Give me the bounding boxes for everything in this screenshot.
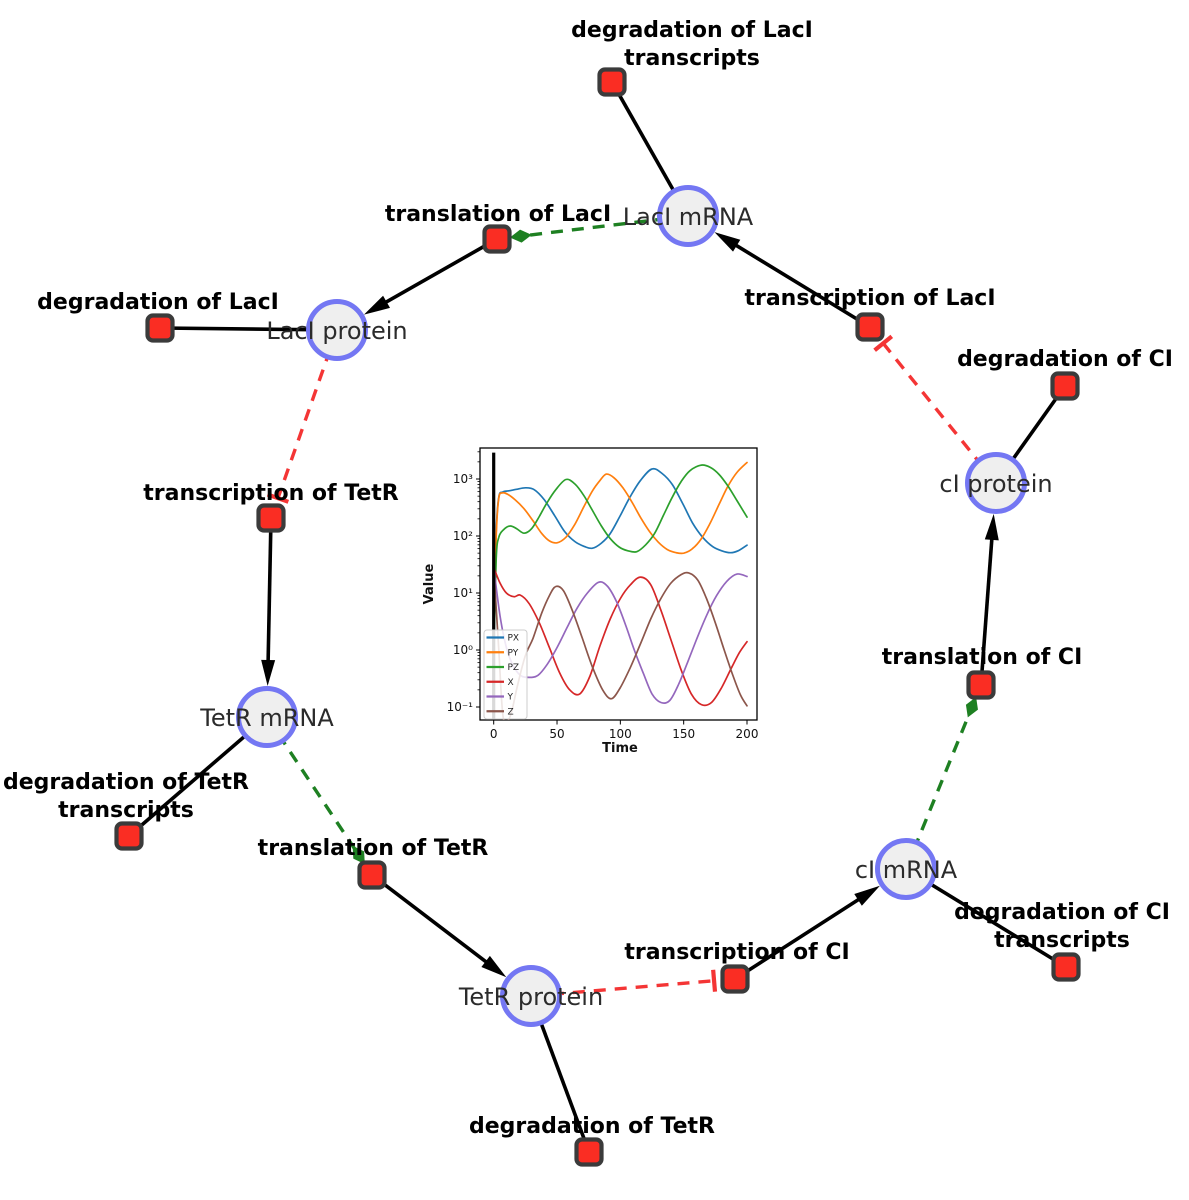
reaction-label-line: transcription of CI [624,940,849,965]
series-PZ-line [492,464,748,651]
y-tick-label: 10⁰ [453,643,473,657]
species-node-laci_mrna[interactable] [657,185,719,247]
edge-tetr_protein-transcr_ci-tbar-icon [711,969,718,992]
reaction-label-line: transcripts [58,798,194,823]
y-tick-label: 10² [453,529,473,543]
reaction-node-transl_ci[interactable] [966,670,996,700]
reaction-label-line: transcripts [624,46,760,71]
reaction-label-deg_ci_tr: degradation of CI transcripts [954,900,1170,953]
reaction-label-transcr_laci: transcription of LacI [744,286,995,311]
edge-tetr_mrna-transl_tetr-diamond-icon [352,845,365,865]
series-PY-line [492,461,748,641]
edge-transcr_laci-laci_mrna-arrowhead-icon [714,232,741,252]
reaction-label-deg_tetr_tr: degradation of TetR transcripts [3,770,249,823]
species-label-laci_mrna: LacI mRNA [623,203,754,231]
reaction-label-line: degradation of LacI [37,290,279,315]
species-label-laci_protein: LacI protein [266,317,407,345]
edge-transcr_laci-laci_mrna-line [731,241,871,329]
labels-layer: degradation of LacI transcripts translatio… [3,18,1173,1139]
reaction-node-deg_ci[interactable] [1050,371,1080,401]
species-node-tetr_protein[interactable] [500,965,562,1027]
y-tick-label: 10¹ [453,586,473,600]
edge-transl_tetr-tetr_protein-arrowhead-icon [481,955,507,978]
reaction-label-transcr_tetr: transcription of TetR [143,481,399,506]
x-tick-label: 100 [609,727,632,741]
reaction-label-transcr_ci: transcription of CI [624,940,849,965]
reaction-node-transcr_tetr[interactable] [256,503,286,533]
edge-transl_laci-laci_protein-arrowhead-icon [363,295,391,315]
edge-transl_ci-ci_protein-line [979,534,994,686]
reaction-node-transl_tetr[interactable] [357,860,387,890]
species-node-tetr_mrna[interactable] [236,686,298,748]
series-layer [492,461,748,720]
reaction-label-deg_tetr: degradation of TetR [469,1114,715,1139]
edge-transcr_ci-ci_mrna-line [734,895,864,981]
reaction-label-transl_laci: translation of LacI [385,202,611,227]
edge-transl_laci-laci_protein-line [381,237,498,306]
reaction-node-deg_ci_tr[interactable] [1051,952,1081,982]
edge-laci_protein-transcr_tetr-tbar-icon [266,492,290,504]
reaction-node-deg_laci_tr[interactable] [597,67,627,97]
species-node-ci_mrna[interactable] [875,838,937,900]
x-axis-title: Time [602,741,638,756]
x-tick-label: 200 [736,727,759,741]
legend-label-Z: Z [508,707,514,717]
reaction-node-deg_laci[interactable] [145,313,175,343]
reaction-label-transl_ci: translation of CI [882,645,1083,670]
x-tick-label: 50 [549,727,564,741]
reaction-label-transl_tetr: translation of TetR [258,836,489,861]
edge-ci_protein-transcr_laci-tbar-icon [873,334,894,352]
reaction-label-line: degradation of TetR [469,1114,715,1139]
species-label-ci_mrna: cI mRNA [855,856,958,884]
reaction-node-transcr_laci[interactable] [855,312,885,342]
species-node-ci_protein[interactable] [965,452,1027,514]
edge-transl_ci-ci_protein-arrowhead-icon [984,513,999,541]
reaction-label-line: degradation of CI [954,900,1170,925]
species-label-tetr_mrna: TetR mRNA [199,704,334,732]
series-X-line [492,566,748,707]
x-tick-label: 0 [490,727,498,741]
edge-transl_tetr-tetr_protein-line [370,873,491,966]
species-label-tetr_protein: TetR protein [458,983,603,1011]
reaction-label-line: degradation of CI [957,347,1173,372]
legend-label-Y: Y [507,693,514,703]
reaction-label-line: degradation of LacI [571,18,813,43]
y-tick-label: 10³ [453,472,473,486]
y-axis-title: Value [422,563,437,604]
reaction-label-line: transcripts [994,928,1130,953]
species-label-ci_protein: cI protein [939,470,1052,498]
nodes-layer [114,67,1081,1167]
reaction-label-deg_laci_tr: degradation of LacI transcripts [571,18,813,71]
y-tick-label: 10⁻¹ [447,700,474,714]
legend-label-PX: PX [508,634,520,644]
reaction-label-deg_ci: degradation of CI [957,347,1173,372]
reaction-node-deg_tetr_tr[interactable] [114,821,144,851]
legend-label-PY: PY [508,648,519,658]
x-tick-label: 150 [672,727,695,741]
reaction-label-line: transcription of LacI [744,286,995,311]
reaction-label-line: translation of TetR [258,836,489,861]
edge-ci_mrna-transl_ci-diamond-icon [965,697,978,718]
edge-transcr_tetr-tetr_mrna-line [266,517,273,666]
reaction-label-deg_laci: degradation of LacI [37,290,279,315]
edge-laci_mrna-transl_laci-diamond-icon [509,229,532,243]
reaction-label-line: transcription of TetR [143,481,399,506]
edge-transcr_ci-ci_mrna-arrowhead-icon [854,885,880,906]
legend: PX PY PZ XYZ [483,629,528,720]
reaction-label-line: degradation of TetR [3,770,249,795]
reaction-node-deg_tetr[interactable] [574,1137,604,1167]
edge-transcr_tetr-tetr_mrna-arrowhead-icon [261,659,276,687]
reaction-label-line: translation of CI [882,645,1083,670]
legend-box [483,629,528,720]
legend-label-PZ: PZ [508,663,520,673]
edge-ci_mrna-deg_ci_tr-reactant [905,867,1067,969]
species-node-laci_protein[interactable] [306,299,368,361]
reaction-label-line: translation of LacI [385,202,611,227]
reaction-node-transl_laci[interactable] [482,224,512,254]
legend-label-X: X [508,678,514,688]
reaction-node-transcr_ci[interactable] [720,964,750,994]
